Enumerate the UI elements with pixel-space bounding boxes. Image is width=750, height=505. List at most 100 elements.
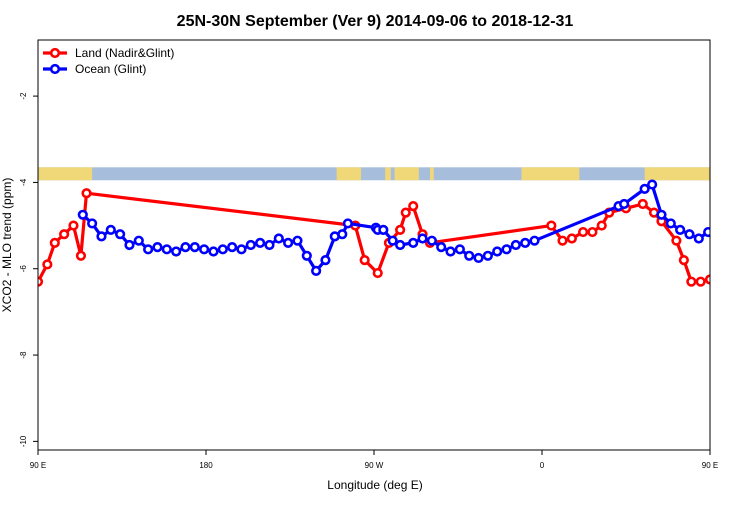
data-point-ocean — [426, 235, 437, 246]
data-point-ocean — [264, 239, 275, 251]
y-tick-label: -6 — [19, 265, 28, 273]
legend-label-land: Land (Nadir&Glint) — [75, 46, 174, 60]
x-tick-label: 0 — [540, 461, 545, 470]
data-point-ocean — [133, 235, 144, 246]
data-point-ocean — [732, 237, 740, 245]
data-point-land — [725, 239, 733, 247]
data-point-ocean — [417, 233, 428, 244]
data-point-ocean — [255, 237, 266, 248]
data-point-ocean — [189, 242, 200, 253]
data-point-ocean — [436, 242, 447, 253]
data-point-ocean — [501, 244, 512, 255]
data-point-ocean — [492, 246, 503, 257]
data-point-ocean — [143, 244, 154, 255]
data-point-land — [704, 274, 710, 285]
data-point-ocean — [742, 246, 750, 254]
data-point-land — [637, 198, 648, 210]
x-tick-label: 90 E — [30, 461, 46, 470]
data-point-ocean — [115, 229, 126, 240]
data-point-land — [566, 233, 577, 244]
data-point-ocean — [445, 246, 456, 257]
legend-marker-land — [49, 47, 61, 59]
data-point-ocean — [283, 237, 294, 248]
data-point-ocean — [87, 218, 98, 229]
x-tick-label: 180 — [199, 461, 213, 470]
data-point-ocean — [180, 242, 191, 253]
data-point-land — [695, 276, 706, 287]
data-point-ocean — [124, 239, 135, 251]
data-point-ocean — [245, 239, 256, 251]
data-point-ocean — [387, 235, 398, 246]
data-point-ocean — [342, 218, 353, 229]
plot-clipped-group — [38, 167, 750, 287]
data-point-land — [42, 259, 53, 270]
data-point-ocean — [639, 183, 650, 194]
data-point-ocean — [693, 233, 704, 244]
surface-band-land-segment — [644, 167, 710, 181]
x-axis-label: Longitude (deg E) — [327, 478, 422, 492]
data-point-land — [546, 220, 557, 231]
x-tick-label: 90 E — [702, 461, 718, 470]
surface-band-land-segment — [38, 167, 93, 181]
data-point-ocean — [105, 224, 116, 235]
surface-band-ocean — [38, 167, 710, 181]
y-tick-label: -10 — [19, 435, 28, 447]
data-point-ocean — [77, 209, 88, 220]
data-point-ocean — [311, 265, 322, 276]
data-point-ocean — [619, 198, 630, 210]
data-point-land — [716, 261, 724, 269]
y-tick-label: -8 — [19, 351, 28, 359]
x-tick-label: 90 W — [365, 461, 384, 470]
data-point-land — [596, 220, 607, 231]
data-point-ocean — [684, 229, 695, 240]
surface-band-land-segment — [394, 167, 419, 181]
data-point-ocean — [464, 250, 475, 261]
data-point-land — [742, 222, 750, 230]
surface-band-land-segment — [430, 167, 434, 181]
data-point-land — [81, 188, 92, 199]
data-point-ocean — [208, 246, 219, 257]
data-point-land — [68, 220, 79, 231]
series-line-ocean — [81, 183, 710, 273]
data-point-land — [732, 230, 740, 238]
plot-area: 90 E 180 90 W 0 90 E -2 -4 -6 -8 -10 Land (Nadir&G… — [19, 39, 750, 470]
data-point-ocean — [199, 244, 210, 255]
chart-title: 25N-30N September (Ver 9) 2014-09-06 to … — [177, 13, 574, 30]
y-axis-label: XCO2 - MLO trend (ppm) — [0, 178, 14, 313]
data-point-ocean — [337, 229, 348, 240]
data-point-land — [587, 226, 598, 238]
data-point-ocean — [520, 237, 531, 248]
legend-marker-ocean — [49, 63, 61, 75]
data-point-ocean — [408, 237, 419, 248]
data-point-ocean — [273, 233, 284, 244]
data-point-ocean — [236, 244, 247, 255]
data-point-land — [557, 235, 568, 246]
data-point-land — [678, 255, 689, 266]
data-point-ocean — [292, 235, 303, 246]
data-point-ocean — [510, 239, 521, 251]
data-point-ocean — [152, 242, 163, 253]
surface-band-land-segment — [521, 167, 580, 181]
legend-label-ocean: Ocean (Glint) — [75, 62, 146, 76]
data-point-land — [408, 201, 419, 212]
data-point-ocean — [723, 241, 731, 249]
data-point-ocean — [378, 224, 389, 235]
data-point-land — [671, 235, 682, 246]
data-point-ocean — [217, 244, 228, 255]
data-point-land — [49, 237, 60, 248]
data-point-ocean — [482, 250, 493, 261]
data-point-ocean — [714, 230, 722, 238]
data-point-land — [400, 207, 411, 218]
y-tick-label: -4 — [19, 178, 28, 186]
data-point-ocean — [675, 224, 686, 235]
data-point-ocean — [301, 250, 312, 261]
data-point-land — [359, 255, 370, 266]
data-point-ocean — [171, 246, 182, 257]
surface-band-land-segment — [385, 167, 391, 181]
data-point-ocean — [529, 235, 540, 246]
data-point-land — [686, 276, 697, 287]
data-point-ocean — [320, 255, 331, 266]
data-point-ocean — [703, 226, 710, 238]
